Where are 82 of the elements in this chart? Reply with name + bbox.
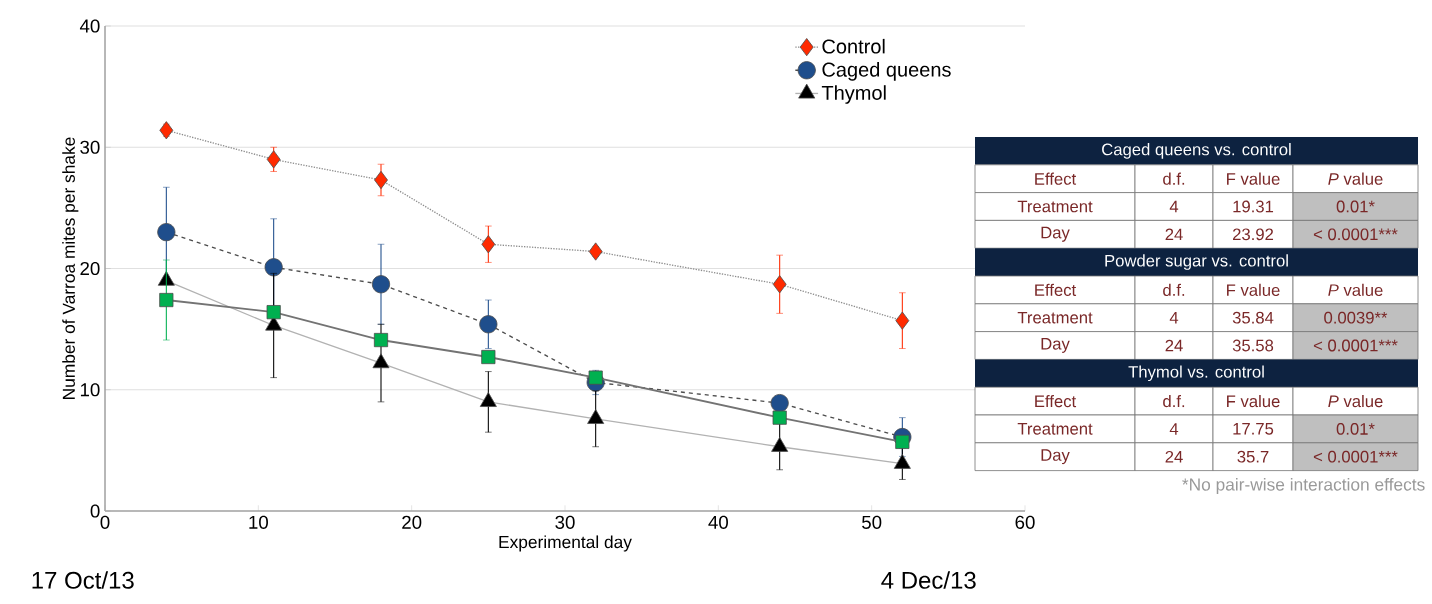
text: Day xyxy=(1041,338,1070,353)
x-tick-label: 30 xyxy=(555,515,575,529)
y-tick-label: 20 xyxy=(80,261,100,276)
text: 4 xyxy=(1169,423,1179,435)
point xyxy=(372,353,390,369)
point xyxy=(588,242,603,261)
legend-label: Caged queens xyxy=(822,62,951,81)
text: 35.7 xyxy=(1237,450,1269,463)
text: Caged queens vs. control xyxy=(1102,143,1291,159)
point xyxy=(159,121,174,140)
point xyxy=(159,292,174,308)
point xyxy=(895,311,910,330)
text: Day xyxy=(1041,226,1070,242)
text: < 0.0001*** xyxy=(1313,450,1398,463)
annotation: Treatment xyxy=(1017,200,1093,213)
point xyxy=(893,453,911,469)
point xyxy=(770,394,789,413)
point xyxy=(479,315,498,334)
text: 35.58 xyxy=(1232,339,1274,352)
x-tick-label: 50 xyxy=(862,515,882,529)
annotation: Treatment xyxy=(1017,311,1093,324)
point xyxy=(373,332,389,348)
text: P value xyxy=(1328,172,1383,185)
point xyxy=(895,434,910,449)
text: 17 Oct/13 xyxy=(32,571,134,589)
point xyxy=(479,392,497,407)
y-tick-label: 40 xyxy=(79,19,100,33)
text: 24 xyxy=(1165,450,1183,463)
y-axis-title: Number of Varroa mites per shake xyxy=(62,137,79,399)
text: Effect xyxy=(1035,172,1077,185)
text: 24 xyxy=(1165,228,1183,241)
text: F value xyxy=(1227,394,1280,408)
point xyxy=(771,437,789,452)
y-tick-label: 0 xyxy=(90,504,100,518)
x-axis-title: Experimental day xyxy=(499,535,632,552)
text: d.f. xyxy=(1163,172,1185,185)
annotation: Treatment xyxy=(1017,423,1093,435)
text: d.f. xyxy=(1163,394,1185,408)
point xyxy=(264,258,283,277)
text: < 0.0001*** xyxy=(1313,339,1398,352)
y-tick-label: 10 xyxy=(80,383,100,397)
x-tick-label: 0 xyxy=(100,515,110,529)
text: d.f. xyxy=(1163,283,1185,297)
text: F value xyxy=(1227,172,1280,185)
legend-label: Control xyxy=(822,38,885,54)
text: 4 xyxy=(1169,200,1179,213)
text: Day xyxy=(1041,449,1070,465)
text: < 0.0001*** xyxy=(1313,228,1398,241)
text: 0.01* xyxy=(1336,423,1375,435)
text: 4 xyxy=(1169,311,1179,324)
text: 23.92 xyxy=(1232,228,1274,241)
point xyxy=(481,349,496,365)
x-tick-label: 40 xyxy=(708,515,728,529)
text: P value xyxy=(1328,394,1383,408)
point xyxy=(772,275,787,294)
text: Effect xyxy=(1035,283,1077,297)
point xyxy=(371,275,391,294)
point xyxy=(374,170,388,190)
text: 0.0039** xyxy=(1324,311,1388,324)
point xyxy=(587,409,605,424)
point xyxy=(266,150,281,169)
text: 35.84 xyxy=(1232,311,1274,324)
point xyxy=(266,305,281,320)
point xyxy=(157,223,176,242)
legend-label: Thymol xyxy=(821,85,886,104)
text: Thymol vs. control xyxy=(1128,365,1264,382)
text: F value xyxy=(1227,283,1280,297)
text: P value xyxy=(1328,283,1383,297)
point xyxy=(481,235,496,254)
text: *No pair-wise interaction effects xyxy=(1182,477,1425,495)
text: 4 Dec/13 xyxy=(881,571,976,589)
text: Powder sugar vs. control xyxy=(1105,254,1288,270)
point xyxy=(772,410,787,425)
text: 24 xyxy=(1165,339,1183,352)
x-tick-label: 60 xyxy=(1015,515,1035,529)
text: 19.31 xyxy=(1233,200,1274,213)
text: Effect xyxy=(1035,394,1077,408)
x-tick-label: 20 xyxy=(402,515,422,529)
x-tick-label: 10 xyxy=(249,515,268,529)
text: 17.75 xyxy=(1233,423,1274,435)
y-tick-label: 30 xyxy=(80,140,100,154)
text: 0.01* xyxy=(1336,200,1375,213)
